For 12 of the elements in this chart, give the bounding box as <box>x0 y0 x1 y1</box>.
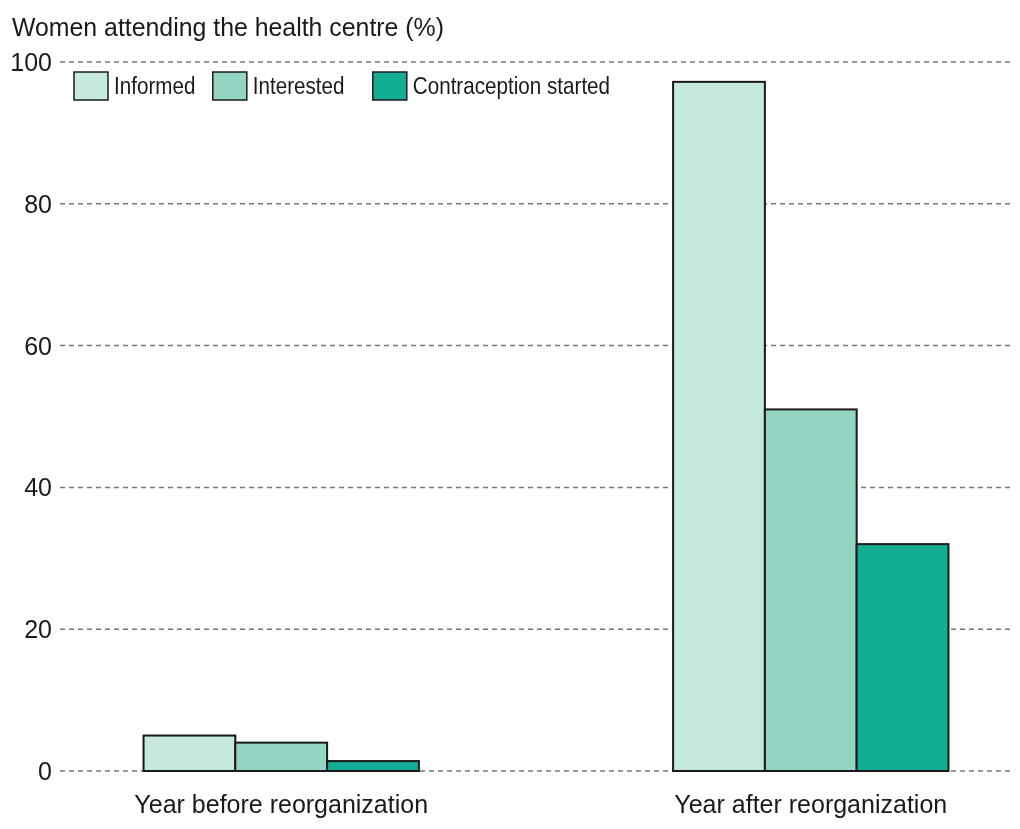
legend-label: Informed <box>114 72 196 100</box>
x-tick-label: Year before reorganization <box>134 790 429 818</box>
y-tick-label: 60 <box>24 331 52 360</box>
legend-label: Interested <box>252 72 345 100</box>
y-tick-label: 80 <box>24 189 52 218</box>
y-axis-title: Women attending the health centre (%) <box>12 13 447 41</box>
y-tick-label: 40 <box>24 473 52 502</box>
y-tick-label: 0 <box>38 757 52 785</box>
x-tick-label: Year after reorganization <box>674 790 948 818</box>
y-tick-label: 100 <box>10 48 52 76</box>
y-tick-label: 20 <box>24 615 52 644</box>
legend-label: Contraception started <box>412 72 611 100</box>
